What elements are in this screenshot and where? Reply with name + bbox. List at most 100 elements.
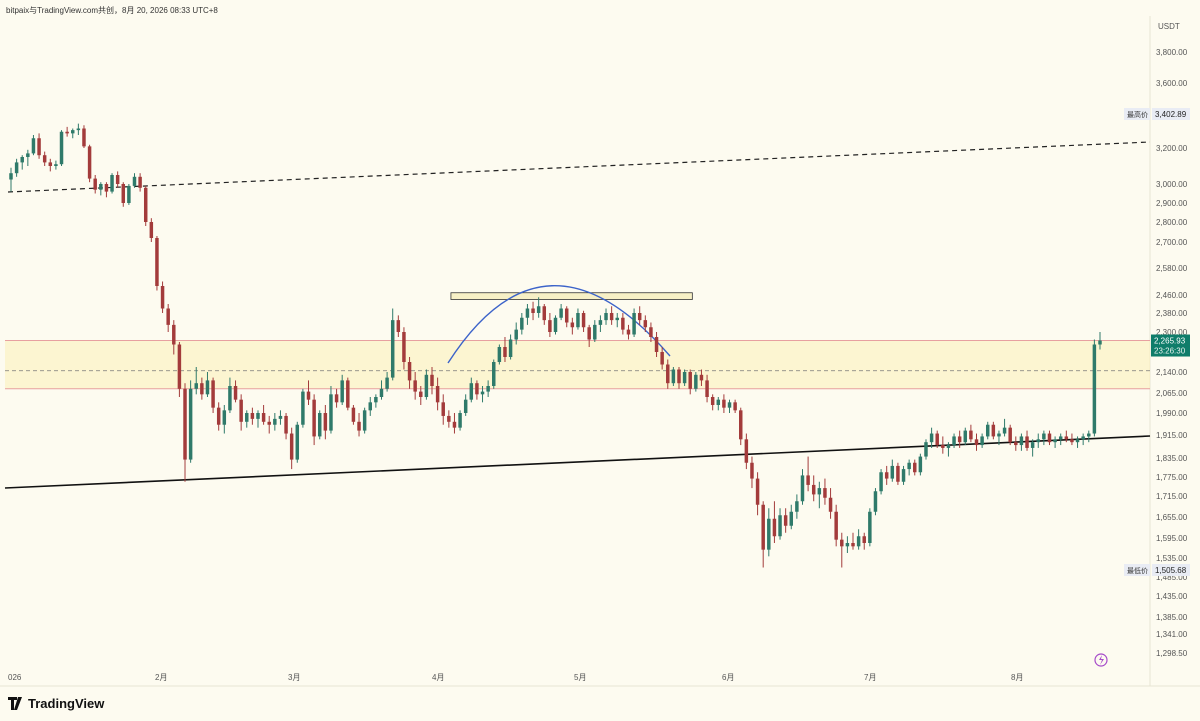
candle-body[interactable] [913, 462, 917, 473]
candle-body[interactable] [952, 436, 956, 446]
candle-body[interactable] [1070, 439, 1074, 443]
candle-body[interactable] [475, 383, 479, 395]
candle-body[interactable] [520, 317, 524, 330]
candle-body[interactable] [1036, 439, 1040, 443]
candle-body[interactable] [222, 410, 227, 425]
candle-body[interactable] [42, 155, 47, 163]
candle-body[interactable] [750, 462, 754, 479]
candle-body[interactable] [800, 475, 805, 502]
candle-body[interactable] [1047, 433, 1052, 443]
candle-body[interactable] [177, 344, 182, 389]
candle-body[interactable] [306, 391, 311, 400]
candle-body[interactable] [559, 308, 563, 318]
candle-body[interactable] [463, 399, 468, 413]
candle-body[interactable] [1098, 340, 1102, 345]
candle-body[interactable] [503, 347, 507, 357]
candle-body[interactable] [340, 380, 344, 403]
candle-body[interactable] [890, 465, 895, 479]
candle-body[interactable] [828, 497, 833, 512]
candle-body[interactable] [374, 397, 378, 403]
candle-body[interactable] [604, 313, 608, 321]
candle-body[interactable] [289, 433, 294, 460]
candle-body[interactable] [985, 424, 990, 437]
candle-body[interactable] [733, 402, 737, 411]
candle-body[interactable] [699, 374, 704, 381]
candle-body[interactable] [957, 436, 962, 443]
candle-body[interactable] [929, 433, 934, 443]
candle-body[interactable] [278, 415, 283, 419]
candle-body[interactable] [295, 424, 300, 460]
candle-body[interactable] [548, 320, 552, 332]
candle-body[interactable] [598, 320, 603, 325]
candle-body[interactable] [1002, 427, 1007, 434]
candle-body[interactable] [385, 377, 389, 389]
candle-body[interactable] [997, 433, 1001, 437]
candle-body[interactable] [413, 380, 417, 392]
candle-body[interactable] [1064, 436, 1069, 440]
candle-body[interactable] [873, 491, 878, 512]
candle-body[interactable] [761, 504, 765, 550]
candle-body[interactable] [37, 138, 41, 156]
candle-body[interactable] [115, 175, 120, 184]
candle-body[interactable] [407, 362, 412, 381]
rounded-top-arc[interactable] [447, 285, 671, 364]
candle-body[interactable] [851, 543, 855, 547]
candle-body[interactable] [104, 184, 109, 192]
candle-body[interactable] [205, 380, 210, 395]
candle-body[interactable] [166, 308, 170, 325]
candle-body[interactable] [149, 222, 154, 238]
candle-body[interactable] [856, 536, 861, 547]
candle-body[interactable] [710, 397, 715, 405]
candle-body[interactable] [172, 324, 176, 345]
candle-body[interactable] [312, 399, 316, 437]
candle-body[interactable] [553, 317, 558, 332]
candle-body[interactable] [570, 322, 575, 328]
candle-body[interactable] [486, 386, 490, 392]
candle-body[interactable] [183, 388, 187, 460]
candle-body[interactable] [492, 362, 496, 386]
candle-body[interactable] [447, 415, 451, 422]
candle-body[interactable] [441, 402, 445, 416]
candle-body[interactable] [564, 308, 569, 323]
candle-body[interactable] [941, 445, 945, 448]
candle-body[interactable] [643, 320, 648, 328]
candle-body[interactable] [9, 173, 13, 180]
candle-body[interactable] [424, 374, 429, 397]
candle-body[interactable] [379, 388, 384, 397]
candle-body[interactable] [817, 488, 822, 495]
lightning-icon[interactable] [1094, 653, 1108, 667]
candle-body[interactable] [654, 337, 659, 352]
candle-body[interactable] [82, 128, 86, 147]
candle-body[interactable] [901, 469, 906, 482]
candle-body[interactable] [110, 175, 114, 192]
candle-body[interactable] [65, 131, 69, 134]
candle-body[interactable] [531, 308, 535, 314]
upper-dashed-trendline[interactable] [7, 141, 1151, 193]
candle-body[interactable] [1014, 442, 1018, 446]
candle-body[interactable] [991, 424, 996, 437]
candle-body[interactable] [1042, 433, 1046, 440]
candle-body[interactable] [823, 488, 827, 498]
candle-body[interactable] [346, 380, 350, 408]
candle-body[interactable] [127, 185, 131, 203]
candle-body[interactable] [267, 421, 271, 425]
candle-body[interactable] [228, 386, 232, 411]
candle-body[interactable] [918, 456, 923, 473]
candle-body[interactable] [682, 372, 687, 384]
candle-body[interactable] [621, 317, 625, 330]
candle-body[interactable] [649, 327, 653, 337]
candle-body[interactable] [789, 511, 794, 526]
candle-body[interactable] [514, 329, 518, 340]
candle-body[interactable] [1053, 439, 1057, 443]
candle-body[interactable] [884, 472, 889, 479]
last-price-badge[interactable] [1151, 334, 1190, 357]
candle-body[interactable] [87, 146, 92, 179]
candle-body[interactable] [160, 286, 165, 309]
candle-body[interactable] [194, 383, 198, 389]
candle-body[interactable] [59, 131, 64, 165]
candle-body[interactable] [677, 369, 681, 384]
candle-body[interactable] [216, 407, 221, 425]
candle-body[interactable] [1030, 442, 1035, 448]
candle-body[interactable] [963, 430, 968, 443]
candle-body[interactable] [660, 352, 664, 365]
